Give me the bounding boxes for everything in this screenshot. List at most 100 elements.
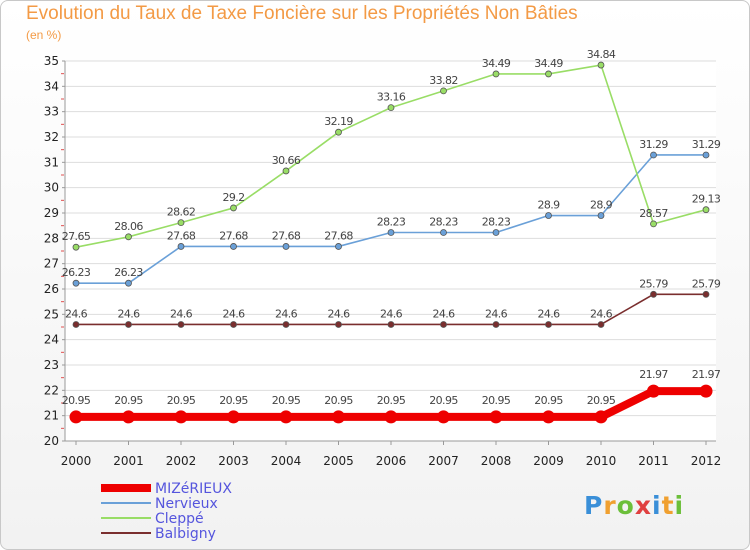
x-tick-label: 2007 — [428, 454, 459, 468]
data-point — [597, 212, 605, 219]
x-tick-label: 2001 — [113, 454, 144, 468]
data-label: 20.95 — [587, 394, 616, 407]
y-tick-label: 34 — [44, 79, 59, 93]
data-label: 28.23 — [377, 216, 406, 229]
x-tick-label: 2004 — [271, 454, 302, 468]
data-label: 28.06 — [114, 220, 143, 233]
y-tick-label: 28 — [44, 231, 59, 245]
legend-label: Balbigny — [155, 526, 216, 542]
data-label: 20.95 — [482, 394, 511, 407]
y-tick-label: 31 — [44, 155, 59, 169]
data-label: 27.68 — [324, 229, 353, 242]
data-label: 24.6 — [170, 307, 193, 320]
data-label: 28.23 — [482, 216, 511, 229]
data-point — [702, 290, 710, 298]
data-label: 31.29 — [639, 138, 668, 151]
legend-label: Nervieux — [155, 496, 218, 512]
data-point — [492, 321, 500, 328]
x-tick-label: 2010 — [586, 454, 617, 468]
data-point — [650, 290, 657, 298]
data-point — [335, 321, 342, 328]
data-point — [227, 410, 240, 424]
y-tick-label: 27 — [44, 257, 59, 271]
data-label: 20.95 — [429, 394, 458, 407]
data-label: 21.97 — [639, 368, 668, 381]
data-point — [492, 229, 500, 236]
data-point — [437, 410, 450, 424]
data-label: 24.6 — [590, 307, 613, 320]
data-label: 21.97 — [692, 368, 721, 381]
data-label: 24.6 — [537, 307, 560, 320]
data-point — [699, 384, 713, 398]
data-label: 34.49 — [534, 57, 563, 70]
axis-layer: 20 21 22 23 24 25 26 27 28 29 30 31 32 33 34 35 2000 2001… — [44, 54, 722, 468]
data-label: 28.9 — [590, 199, 613, 212]
data-label: 27.68 — [272, 229, 301, 242]
y-tick-label: 26 — [44, 282, 59, 296]
y-tick-label: 25 — [44, 307, 59, 321]
data-label: 20.95 — [377, 394, 406, 407]
data-label: 20.95 — [272, 394, 301, 407]
data-point — [177, 243, 185, 250]
x-tick-label: 2006 — [376, 454, 407, 468]
data-point — [72, 279, 80, 287]
data-label: 20.95 — [219, 394, 248, 407]
data-label: 29.2 — [222, 191, 244, 204]
y-tick-label: 20 — [44, 434, 59, 448]
data-label: 20.95 — [534, 394, 563, 407]
data-label: 28.62 — [167, 206, 196, 219]
data-label: 28.23 — [429, 216, 458, 229]
data-point — [125, 233, 132, 241]
data-point — [542, 410, 555, 424]
y-tick-label: 29 — [44, 206, 59, 220]
data-point — [647, 384, 660, 398]
data-label: 24.6 — [432, 307, 455, 320]
data-point — [384, 410, 398, 424]
data-point — [125, 321, 132, 328]
data-point — [72, 243, 80, 251]
x-tick-label: 2011 — [638, 454, 669, 468]
data-label: 24.6 — [275, 307, 298, 320]
data-label: 33.16 — [377, 91, 406, 104]
y-tick-label: 30 — [44, 181, 59, 195]
data-label: 30.66 — [272, 154, 301, 167]
data-point — [387, 229, 395, 236]
data-point — [69, 410, 83, 424]
data-point — [332, 410, 345, 424]
x-tick-label: 2005 — [323, 454, 354, 468]
data-point — [335, 128, 342, 136]
data-label: 24.6 — [327, 307, 350, 320]
data-point — [440, 87, 447, 95]
data-point — [230, 204, 237, 212]
data-label: 27.65 — [62, 230, 91, 243]
data-point — [387, 104, 395, 112]
x-tick-label: 2008 — [481, 454, 512, 468]
data-point — [545, 321, 552, 328]
y-tick-label: 33 — [44, 105, 59, 119]
data-label: 27.68 — [219, 229, 248, 242]
x-tick-label: 2003 — [218, 454, 249, 468]
proxiti-logo: Proxiti — [584, 491, 685, 520]
data-point — [174, 410, 188, 424]
data-point — [702, 206, 710, 214]
data-point — [597, 321, 605, 328]
data-label: 24.6 — [222, 307, 245, 320]
data-point — [125, 279, 132, 287]
data-point — [230, 321, 237, 328]
data-label: 20.95 — [167, 394, 196, 407]
data-point — [545, 212, 552, 219]
data-point — [230, 243, 237, 250]
data-point — [177, 219, 185, 227]
data-label: 24.6 — [65, 307, 88, 320]
data-label: 20.95 — [324, 394, 353, 407]
data-label-layer: 26.23 26.23 27.68 27.68 27.68 27.68 28.23 28.23… — [62, 48, 722, 407]
y-tick-label: 23 — [44, 358, 59, 372]
data-point — [177, 321, 185, 328]
data-label: 24.6 — [485, 307, 508, 320]
data-point — [335, 243, 342, 250]
x-tick-label: 2012 — [691, 454, 722, 468]
data-label: 26.23 — [62, 266, 91, 279]
data-label: 33.82 — [429, 74, 458, 87]
series-layer — [69, 61, 713, 424]
